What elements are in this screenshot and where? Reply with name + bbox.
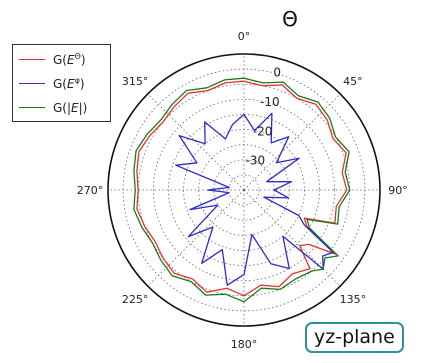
legend-item-e-phi: G(Eφ) — [19, 75, 85, 91]
angle-tick-label: 45° — [343, 75, 363, 88]
radial-tick-label: -30 — [245, 154, 265, 168]
grid-spoke — [147, 93, 245, 191]
grid-spoke — [147, 189, 245, 287]
legend-label-symbol: E — [66, 76, 75, 91]
legend-label-e-phi: G(Eφ) — [53, 76, 85, 91]
legend-label-end: ) — [79, 76, 85, 91]
legend-line-e-theta — [19, 58, 45, 60]
series-line-1 — [175, 112, 334, 286]
legend-label-e-abs: G(|E|) — [53, 100, 87, 115]
grid-ring — [152, 98, 336, 282]
series-line-2 — [133, 77, 351, 303]
radial-tick-label: -10 — [260, 95, 280, 109]
chart-title: Θ — [282, 7, 298, 31]
legend-label-end: ) — [80, 52, 86, 67]
radial-tick-label: 0 — [273, 66, 281, 80]
grid-spoke — [243, 189, 341, 287]
legend-label-e-theta: G(EΘ) — [53, 52, 86, 67]
legend: G(EΘ) G(Eφ) G(|E|) — [12, 44, 111, 122]
angle-tick-label: 0° — [238, 30, 251, 43]
grid-ring — [228, 174, 260, 206]
legend-label-superscript: Θ — [74, 51, 81, 61]
legend-label-base: G( — [53, 76, 67, 91]
outer-frame — [107, 53, 381, 327]
tick-labels: 0° 45° 90° 135° 180° 225° 270° 315° 0 -10 -20 -30 — [77, 30, 408, 351]
legend-line-e-phi — [19, 82, 45, 84]
grid-ring — [168, 114, 320, 266]
legend-label-base: G( — [53, 52, 67, 67]
legend-label-end: |) — [78, 100, 88, 115]
angle-tick-label: 90° — [388, 184, 408, 197]
angle-tick-label: 135° — [340, 293, 367, 306]
series-layer — [133, 77, 351, 303]
legend-line-e-abs — [19, 106, 45, 108]
angle-tick-label: 270° — [77, 184, 104, 197]
angle-tick-label: 180° — [231, 338, 258, 351]
legend-label-superscript: φ — [74, 75, 80, 85]
plane-badge: yz-plane — [305, 322, 404, 353]
angle-tick-label: 315° — [122, 75, 149, 88]
radial-tick-label: -20 — [253, 124, 273, 138]
legend-label-symbol: E — [71, 100, 79, 115]
legend-label-base: G(| — [53, 100, 72, 115]
legend-item-e-theta: G(EΘ) — [19, 51, 86, 67]
legend-item-e-abs: G(|E|) — [19, 99, 87, 115]
grid-spoke — [243, 93, 341, 191]
polar-grid — [107, 53, 381, 327]
series-line-0 — [136, 80, 348, 297]
angle-tick-label: 225° — [122, 293, 149, 306]
legend-label-symbol: E — [66, 52, 75, 67]
